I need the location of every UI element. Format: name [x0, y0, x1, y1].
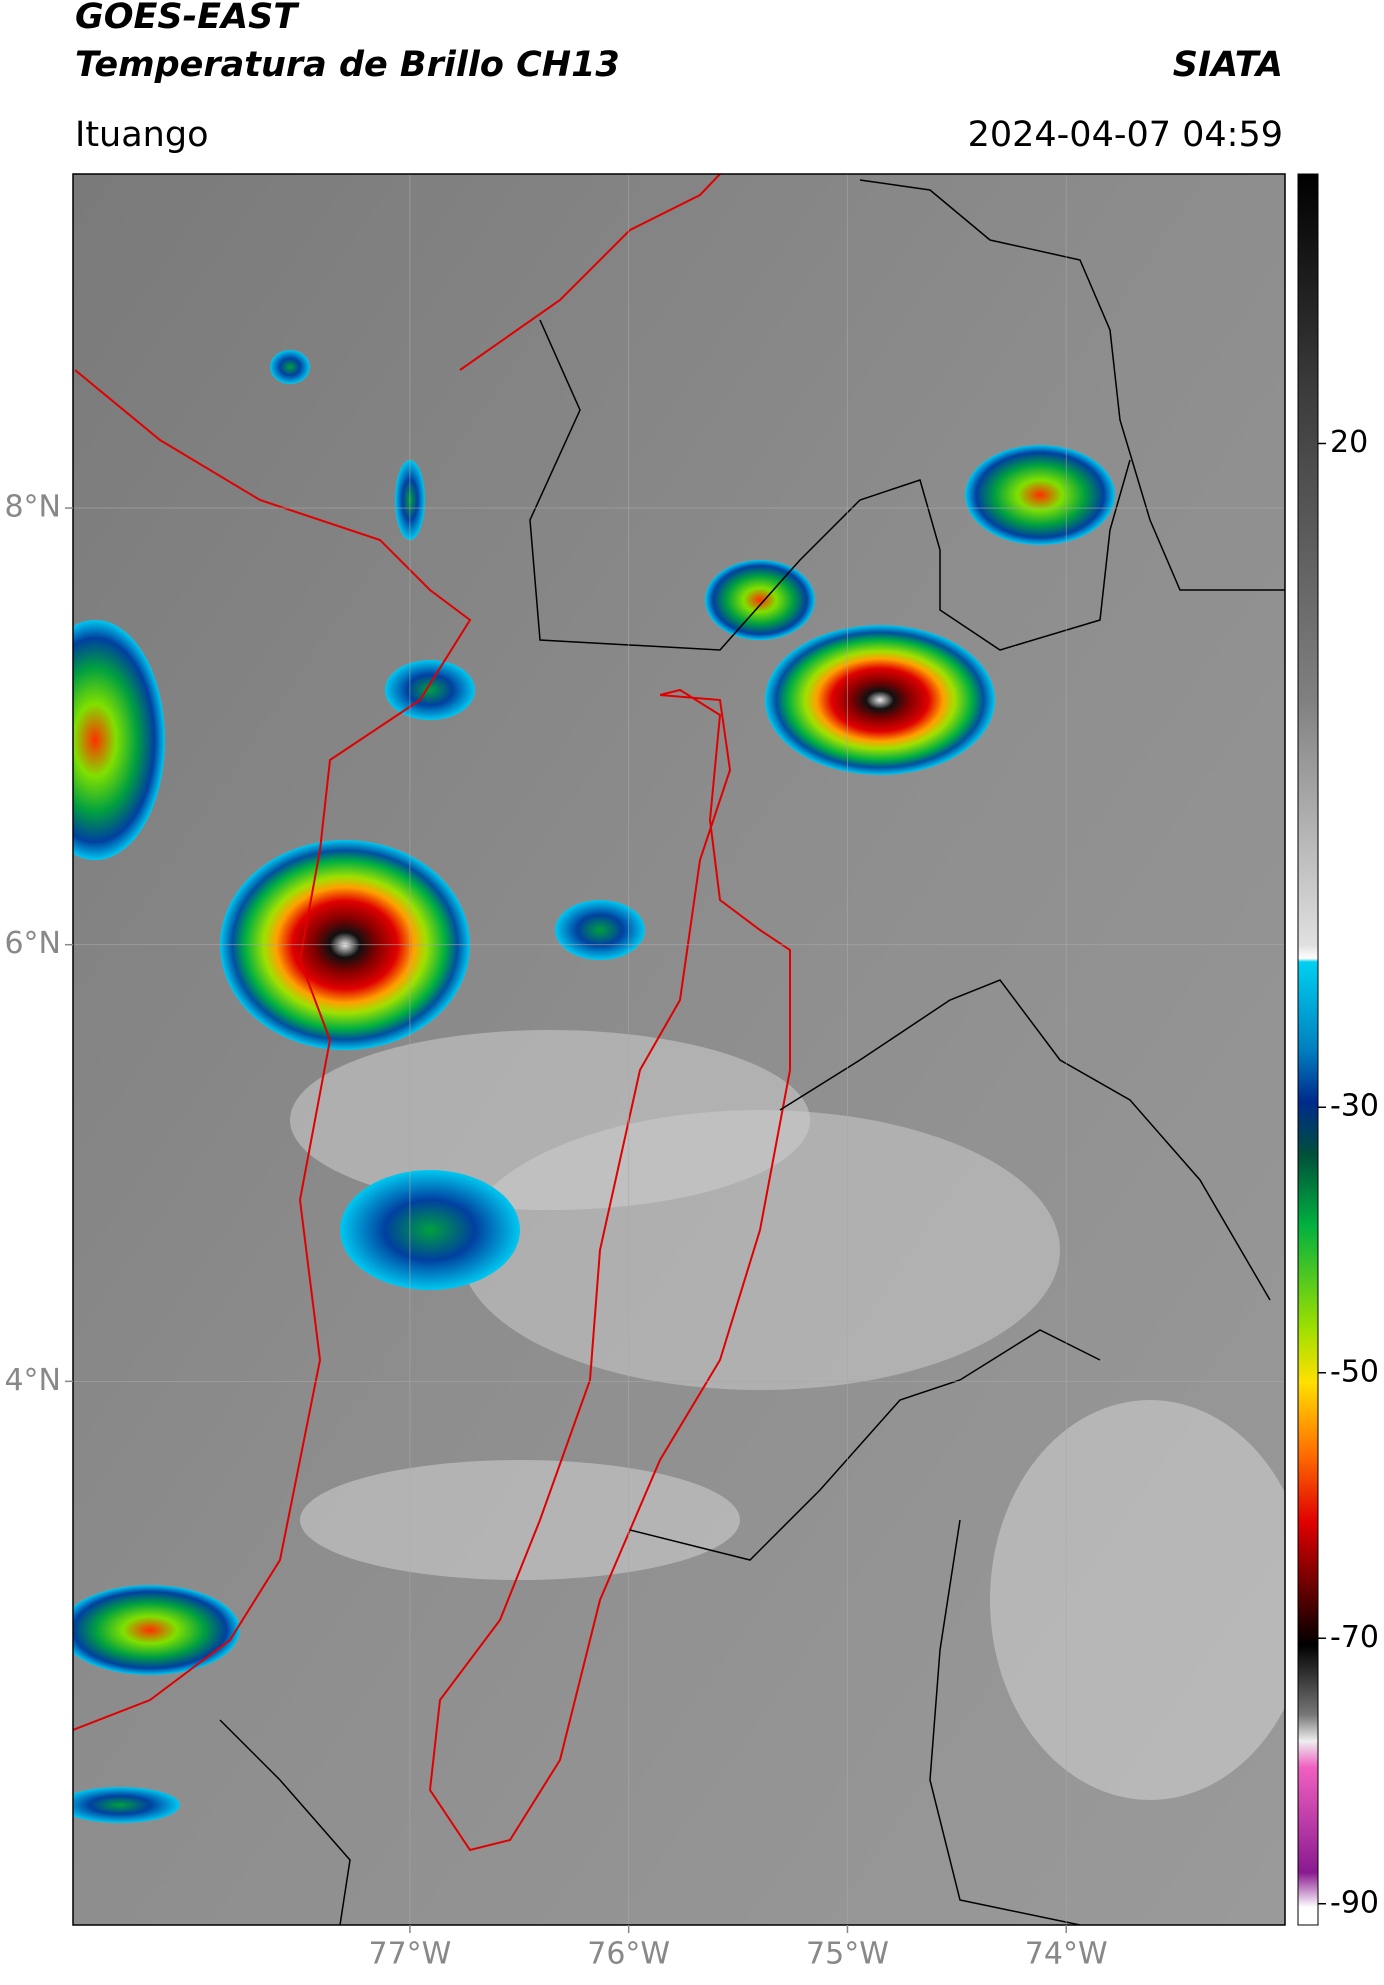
- coastline: [459, 174, 721, 371]
- subtitle: Temperatura de Brillo CH13: [75, 45, 620, 85]
- storm-cell: [765, 625, 995, 775]
- storm-cell: [705, 560, 815, 640]
- y-tick-label: 4°N: [4, 1363, 61, 1398]
- map-image: [73, 174, 1285, 1925]
- boundary: [629, 1329, 1101, 1561]
- colorbar-tick-label: 20: [1330, 425, 1368, 460]
- department-boundary: [428, 688, 791, 1852]
- storm-cell: [965, 445, 1115, 545]
- location: Ituango: [75, 115, 209, 155]
- boundary: [529, 319, 1131, 651]
- storm-cell: [73, 1787, 180, 1823]
- boundary: [779, 979, 1271, 1301]
- cloud: [300, 1460, 740, 1580]
- datetime: 2024-04-07 04:59: [968, 115, 1283, 155]
- colorbar-tick-label: -70: [1330, 1620, 1379, 1655]
- x-tick-label: 76°W: [587, 1937, 670, 1972]
- map-frame: [72, 173, 1286, 1926]
- colorbar-tick-label: -50: [1330, 1354, 1379, 1389]
- storm-cell: [555, 900, 645, 960]
- colorbar-tick-label: -30: [1330, 1089, 1379, 1124]
- storm-cell: [385, 660, 475, 720]
- source: SIATA: [1173, 45, 1283, 85]
- boundary: [219, 1719, 351, 1925]
- coastline: [73, 369, 472, 1731]
- colorbar-tick-label: -90: [1330, 1885, 1379, 1920]
- y-tick-label: 6°N: [4, 926, 61, 961]
- colorbar: [1297, 173, 1319, 1926]
- y-tick-label: 8°N: [4, 490, 61, 525]
- storm-cell: [270, 350, 310, 384]
- x-tick-label: 74°W: [1025, 1937, 1108, 1972]
- boundary: [859, 179, 1285, 591]
- x-tick-label: 77°W: [368, 1937, 451, 1972]
- boundary: [929, 1519, 1081, 1925]
- storm-cell: [340, 1170, 520, 1290]
- title: GOES-EAST: [75, 0, 300, 37]
- cloud: [460, 1110, 1060, 1390]
- storm-cell: [73, 1585, 240, 1675]
- cloud: [990, 1400, 1285, 1800]
- x-tick-label: 75°W: [806, 1937, 889, 1972]
- storm-cell: [73, 620, 165, 860]
- grid: [73, 174, 1285, 1925]
